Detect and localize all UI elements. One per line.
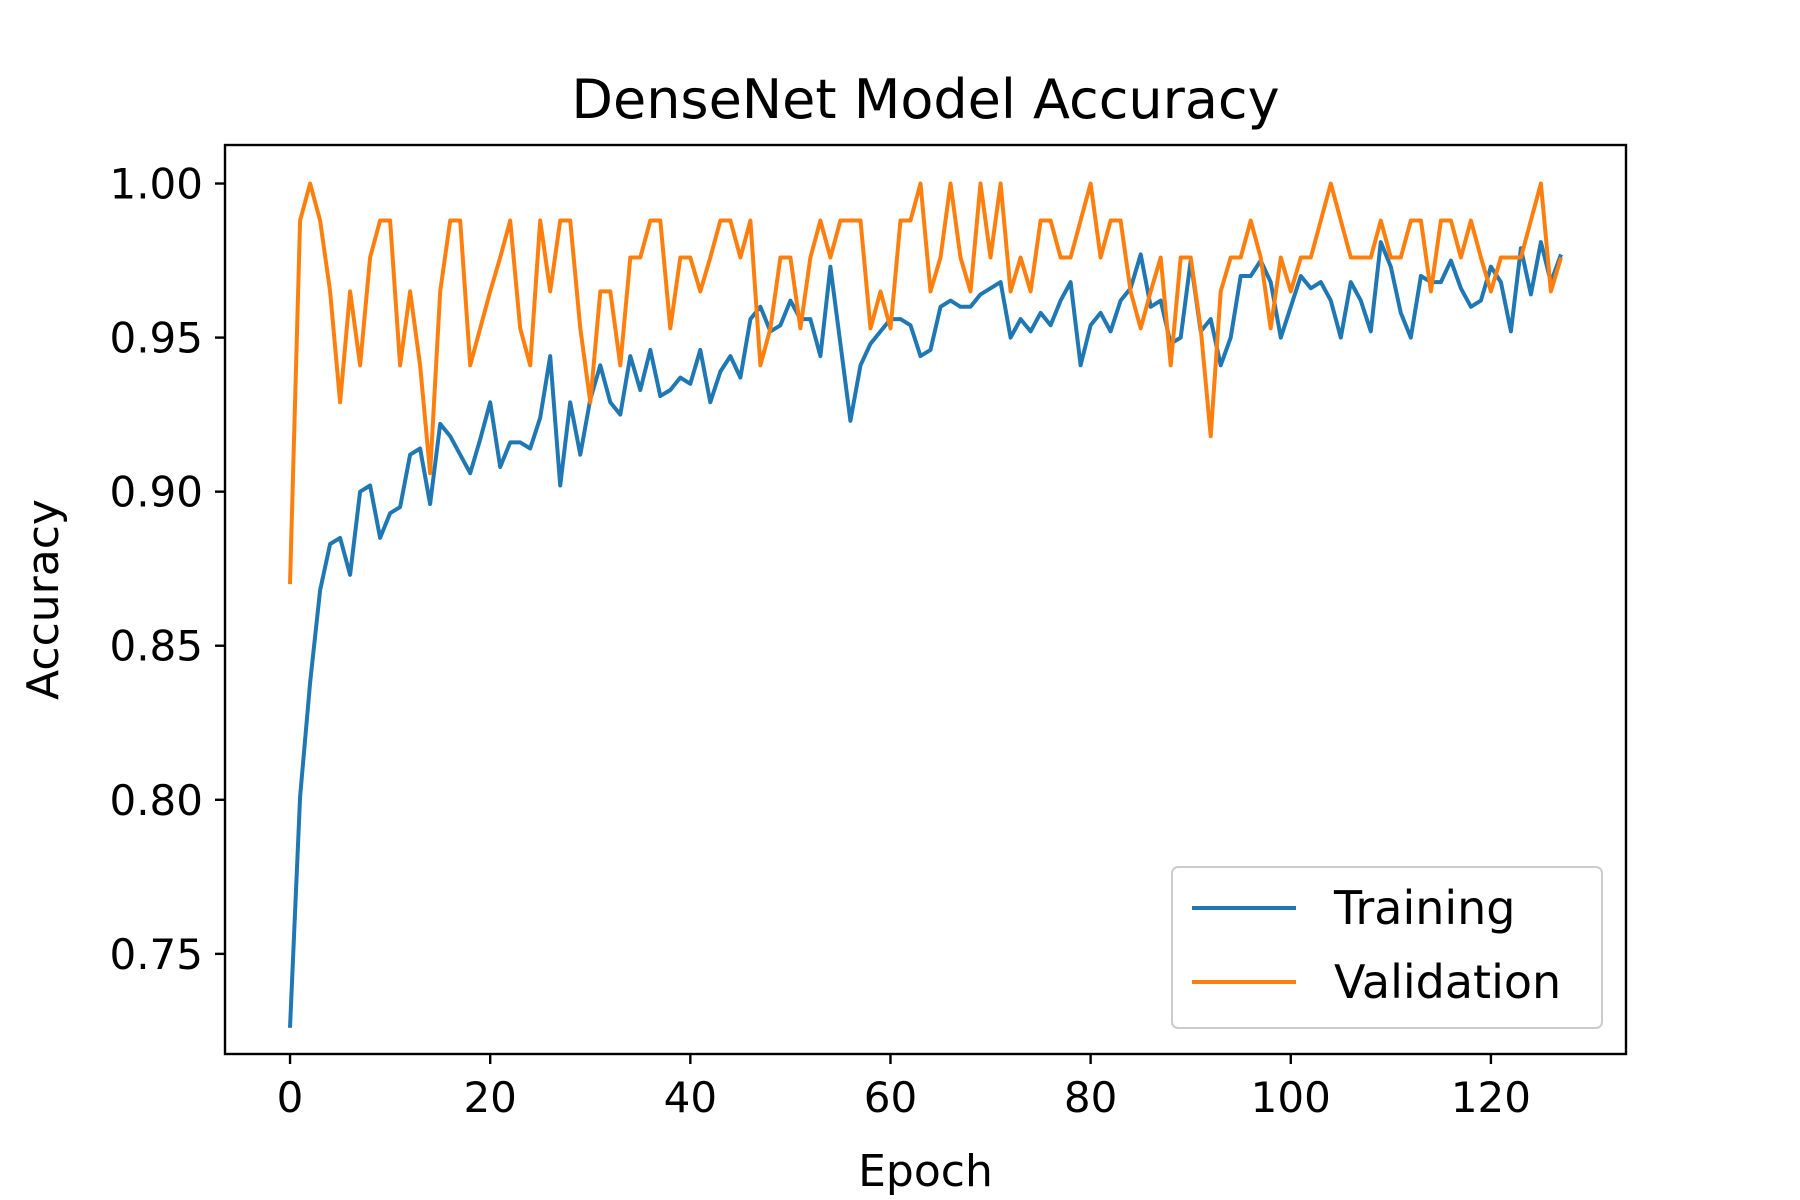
legend-label-training: Training	[1333, 881, 1516, 935]
y-tick-label: 0.80	[109, 776, 203, 825]
x-tick-label: 100	[1251, 1073, 1331, 1122]
series-line-validation	[288, 181, 1563, 585]
chart-title: DenseNet Model Accuracy	[571, 68, 1279, 131]
x-axis-label: Epoch	[858, 1146, 993, 1197]
y-tick-label: 0.85	[109, 622, 203, 671]
x-tick-label: 0	[277, 1073, 304, 1122]
x-tick-label: 120	[1451, 1073, 1531, 1122]
legend: Training Validation	[1171, 866, 1603, 1029]
x-tick-label: 40	[664, 1073, 717, 1122]
axes-frame	[223, 143, 1628, 1056]
y-tick-label: 0.95	[109, 314, 203, 363]
plot-area	[288, 181, 1563, 1028]
y-axis-label: Accuracy	[18, 499, 69, 700]
y-tick-label: 0.90	[109, 468, 203, 517]
legend-label-validation: Validation	[1334, 955, 1561, 1009]
series-line-training	[288, 240, 1563, 1028]
x-tick-label: 20	[463, 1073, 516, 1122]
axis-ticks: 0 20 40 60 80 100 120 0.75 0.80 0.85 0.90 0.95 1.00	[109, 160, 1531, 1122]
x-tick-label: 80	[1064, 1073, 1117, 1122]
y-tick-label: 0.75	[109, 930, 203, 979]
y-tick-label: 1.00	[109, 160, 203, 209]
x-tick-label: 60	[864, 1073, 917, 1122]
